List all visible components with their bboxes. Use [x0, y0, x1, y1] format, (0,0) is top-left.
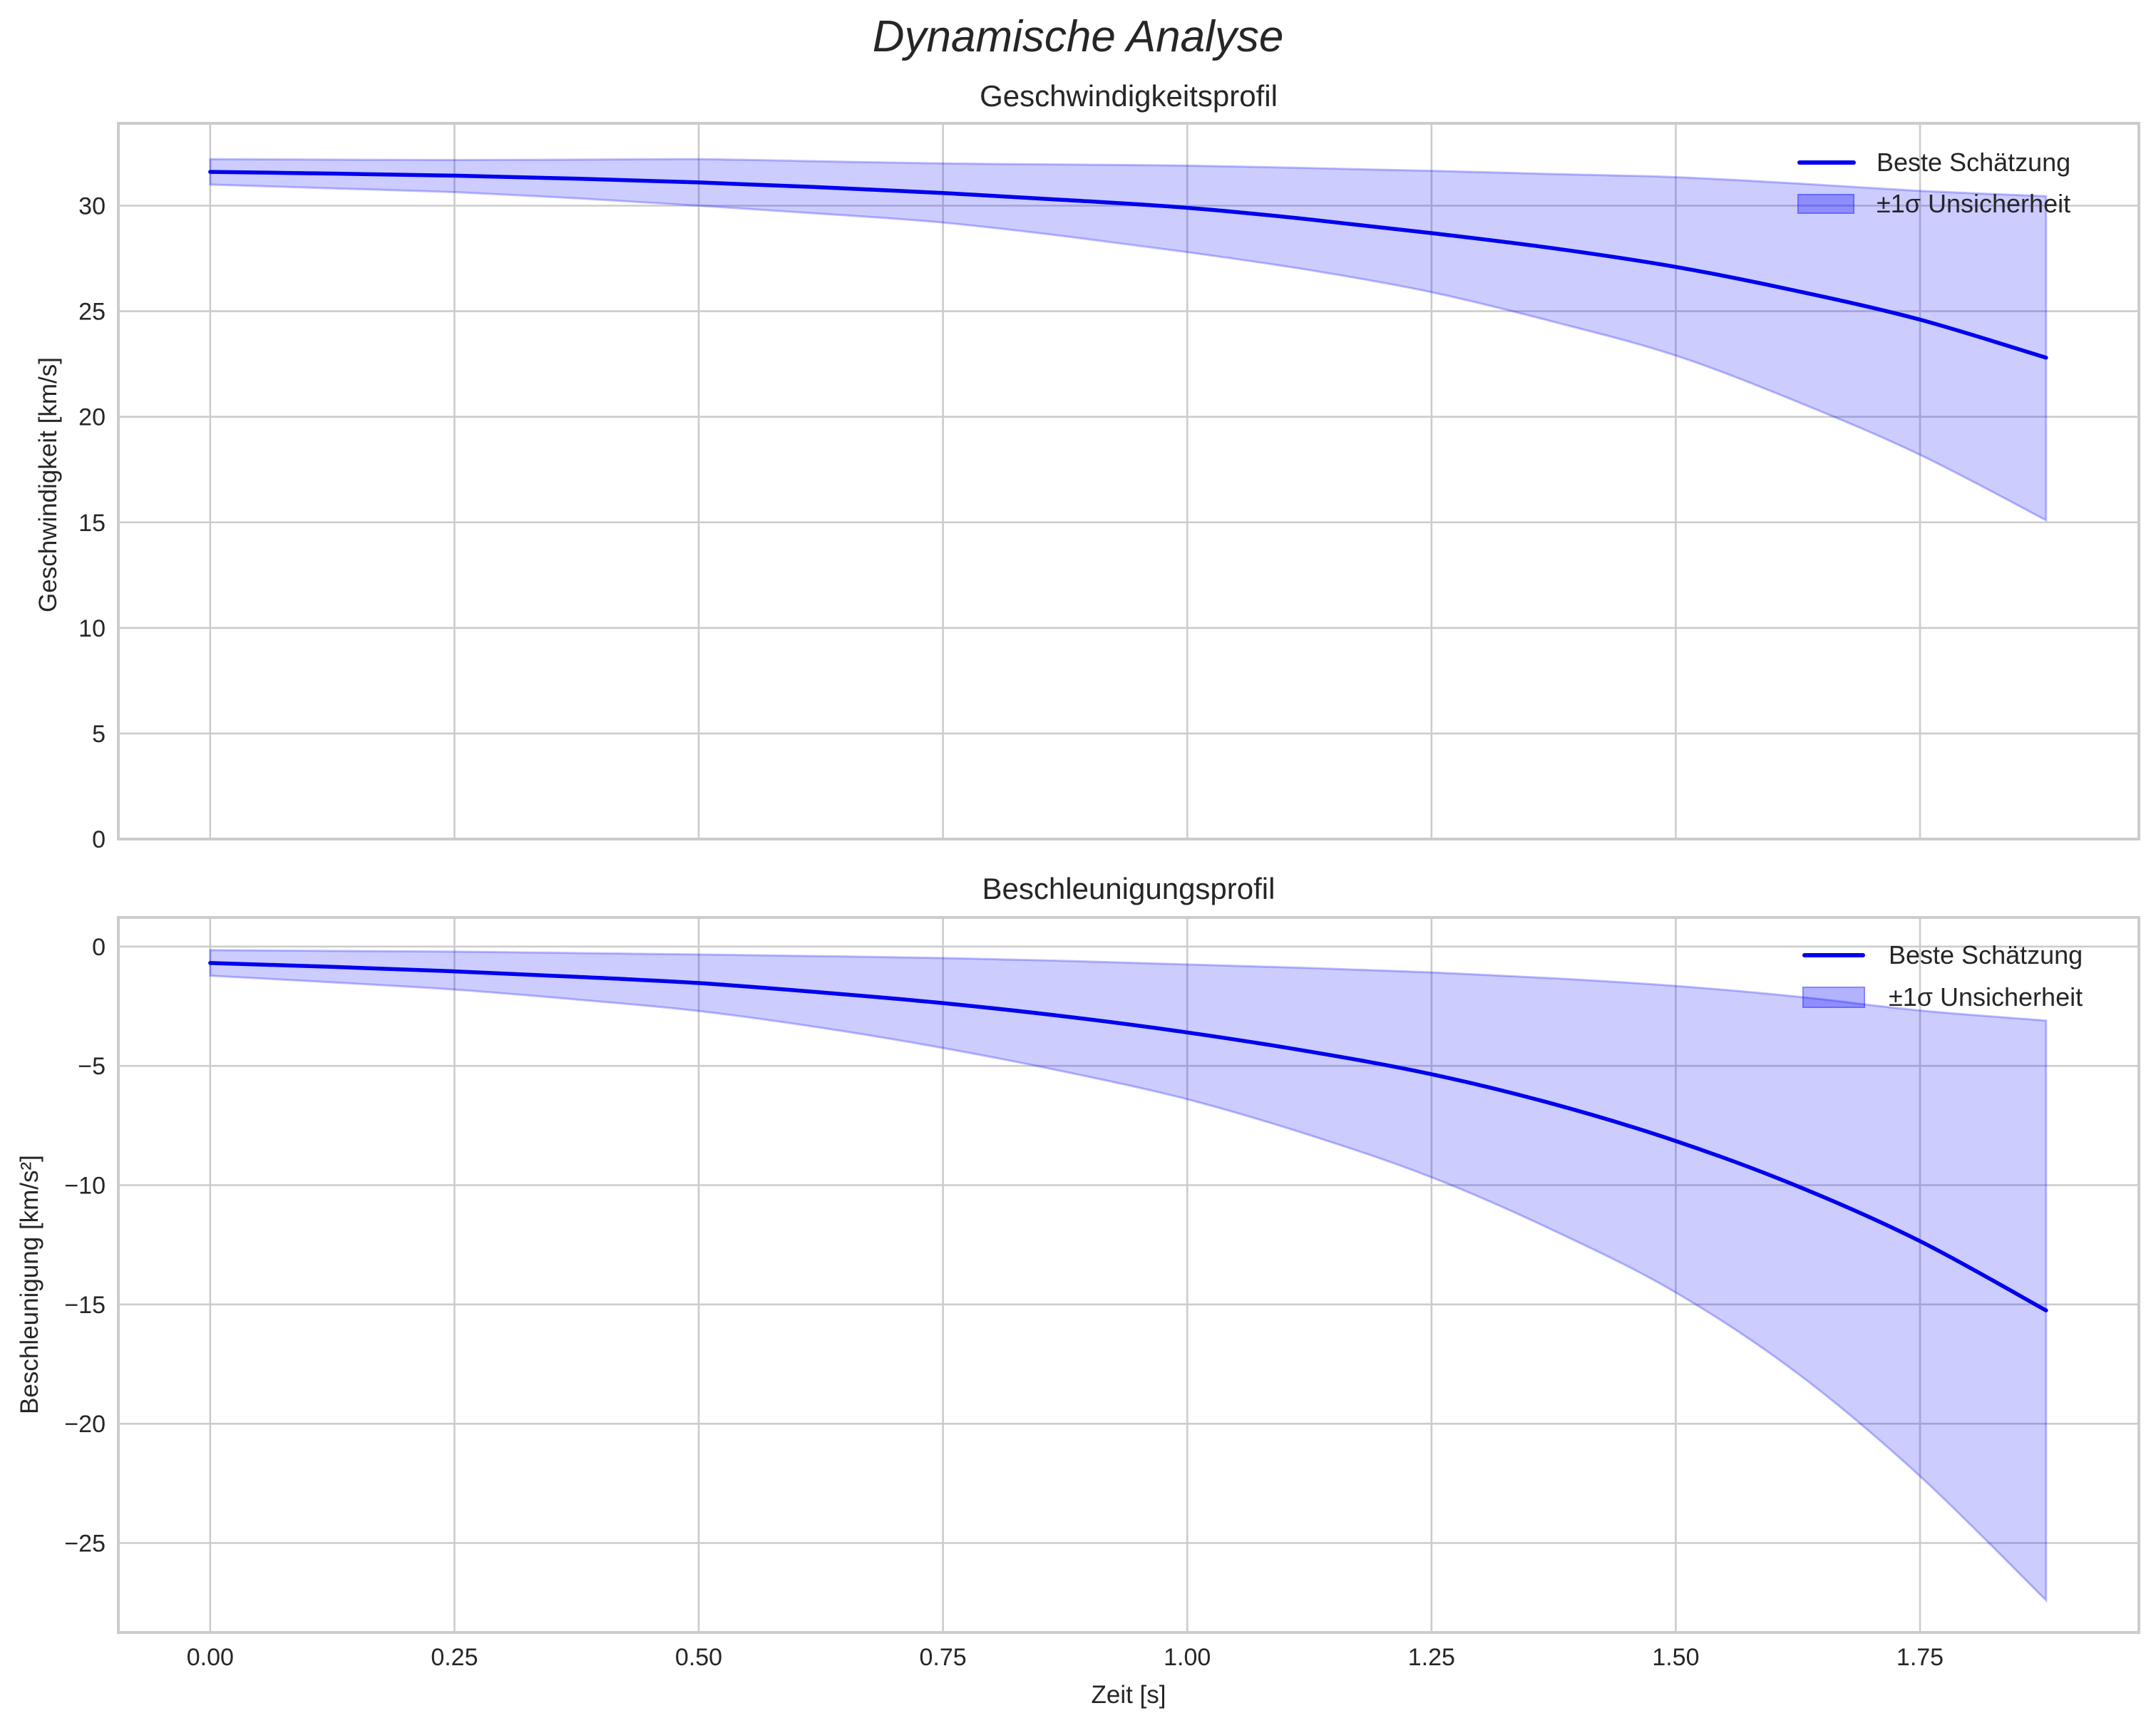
x-tick-label: 1.00	[1164, 1644, 1211, 1671]
y-tick-label: 10	[78, 615, 106, 642]
y-tick-label: 20	[78, 404, 106, 431]
legend-band-swatch	[1802, 987, 1865, 1008]
y-tick-label: −10	[64, 1172, 106, 1199]
x-tick-label: 0.00	[187, 1644, 234, 1671]
uncertainty-band	[209, 158, 2048, 523]
x-tick-label: 1.50	[1652, 1644, 1699, 1671]
y-tick-label: 0	[92, 934, 106, 961]
uncertainty-band	[209, 949, 2048, 1603]
acceleration-panel-title: Beschleunigungsprofil	[982, 872, 1275, 905]
y-tick-label: −25	[64, 1530, 106, 1557]
legend-band-swatch	[1797, 194, 1854, 214]
velocity-panel: 0 5 10 15 20 25 30	[78, 122, 2140, 853]
acceleration-panel: 0.00 0.25 0.50 0.75 1.00 1.25 1.50 1.75 0 −5 −10 −1…	[64, 916, 2140, 1671]
axes-frame	[117, 916, 2140, 1634]
y-tick-label: −15	[64, 1292, 106, 1319]
figure-title: Dynamische Analyse	[872, 12, 1284, 61]
y-tick-label: 15	[78, 510, 106, 537]
x-tick-label: 0.50	[675, 1644, 722, 1671]
y-tick-label: −5	[78, 1053, 106, 1080]
legend-band-label: ±1σ Unsicherheit	[1877, 189, 2071, 218]
legend-line-label: Beste Schätzung	[1889, 940, 2083, 970]
legend-line-label: Beste Schätzung	[1877, 148, 2071, 177]
x-tick-label: 0.75	[920, 1644, 967, 1671]
axes-frame	[117, 122, 2140, 840]
velocity-panel-title: Geschwindigkeitsprofil	[980, 79, 1278, 113]
x-axis-label: Zeit [s]	[1091, 1681, 1166, 1709]
x-tick-label: 1.25	[1408, 1644, 1455, 1671]
x-tick-label: 1.75	[1896, 1644, 1944, 1671]
y-tick-label: 5	[92, 721, 106, 748]
y-tick-label: −20	[64, 1411, 106, 1438]
legend-band-label: ±1σ Unsicherheit	[1889, 982, 2083, 1012]
x-tick-label: 0.25	[431, 1644, 478, 1671]
y-tick-label: 25	[78, 299, 106, 326]
best-estimate-line	[208, 961, 2048, 1312]
best-estimate-line	[208, 170, 2048, 360]
legend-line-swatch	[1797, 160, 1856, 165]
legend-line-swatch	[1802, 953, 1865, 957]
velocity-legend: Beste Schätzung ±1σ Unsicherheit	[1793, 140, 2135, 225]
acceleration-legend: Beste Schätzung ±1σ Unsicherheit	[1798, 933, 2140, 1019]
y-tick-label: 30	[78, 193, 106, 220]
y-tick-label: 0	[92, 826, 106, 853]
